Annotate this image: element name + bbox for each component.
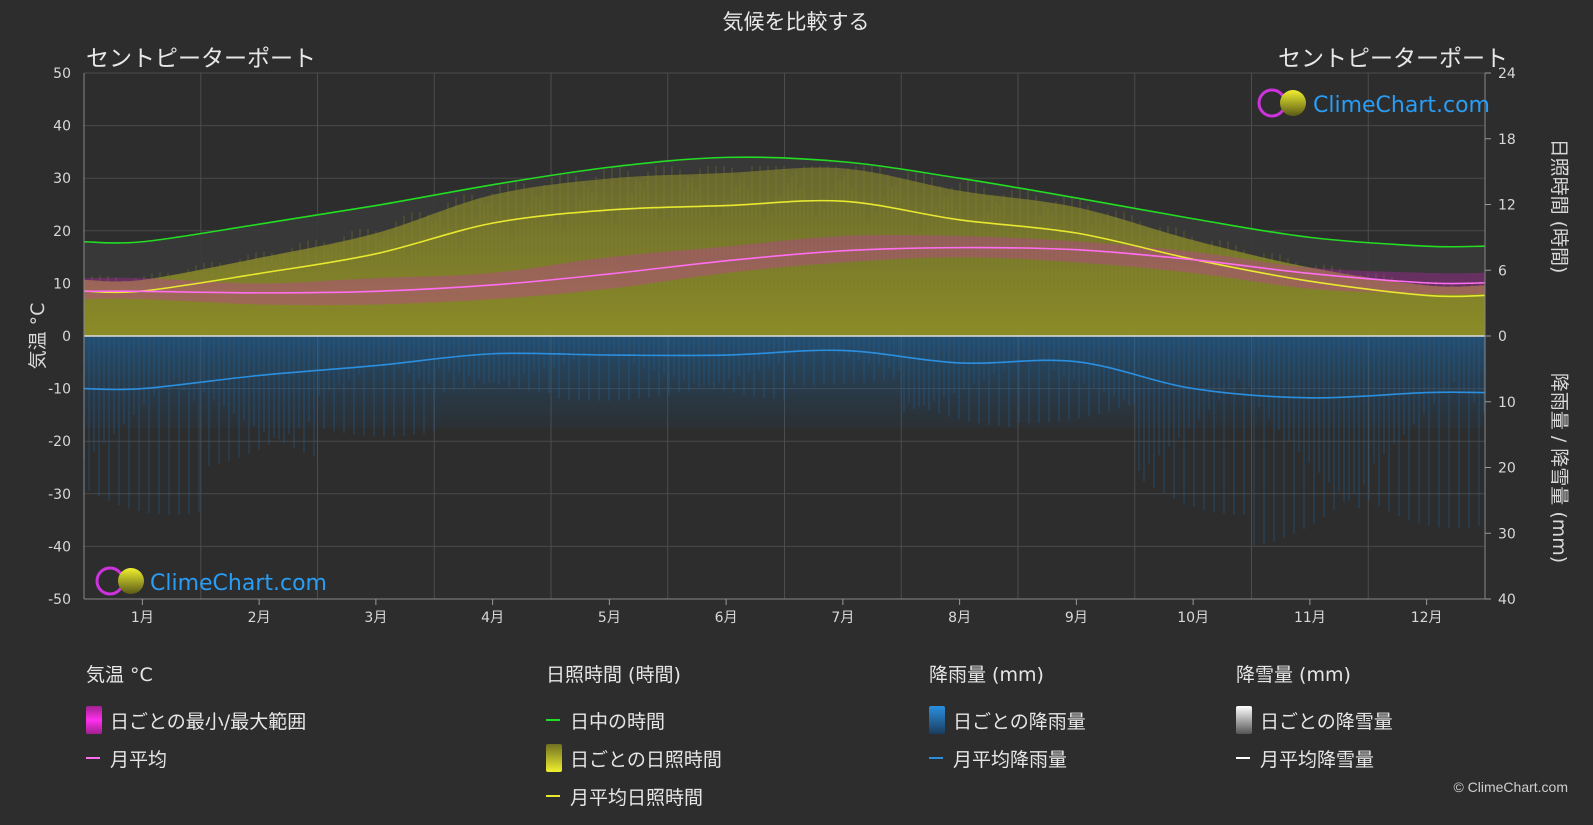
y-left-tick-label: -40 [48,539,71,555]
y-left-tick-label: -20 [48,434,71,450]
legend-label: 月平均降雪量 [1260,748,1375,771]
legend-swatch [546,744,562,772]
x-tick-label: 7月 [831,610,854,626]
legend-sun-header: 日照時間 (時間) [546,664,681,686]
x-tick-label: 9月 [1065,610,1088,626]
legend-swatch [86,706,102,734]
legend-item: 月平均降雪量 [1236,739,1393,777]
location-right: セントピーターポート [1278,46,1508,72]
temp-range-band [84,235,1485,306]
y-axis-left-label: 気温 °C [27,303,49,370]
x-tick-label: 12月 [1411,610,1443,626]
legend-swatch [929,757,943,759]
y-left-tick-label: -50 [48,592,71,608]
chart-title: 気候を比較する [723,10,870,34]
legend-label: 日ごとの最小/最大範囲 [110,710,307,733]
legend-swatch [1236,757,1250,759]
watermark-bottom: ClimeChart.com [95,566,327,596]
y-left-tick-label: 10 [53,276,71,292]
x-tick-label: 6月 [715,610,738,626]
legend-item: 日ごとの最小/最大範囲 [86,701,306,739]
legend-item: 日ごとの日照時間 [546,739,722,777]
daylight-line [83,156,1486,248]
location-left: セントピーターポート [86,46,316,72]
x-tick-label: 1月 [131,610,154,626]
x-tick-label: 2月 [248,610,271,626]
rain-mean-line [83,349,1486,399]
legend-label-prefix: 日 [570,748,590,771]
y-axis-right-top-label: 日照時間 (時間) [1548,139,1570,274]
legend-item: 月平均 [86,739,306,777]
y-left-tick-label: 40 [53,119,71,135]
legend-item: 日中の時間 [546,701,722,739]
legend-item: 月平均日照時間 [546,777,722,815]
x-tick-label: 10月 [1177,610,1209,626]
y-right-bottom-tick-label: 20 [1498,461,1516,477]
x-tick-label: 11月 [1294,610,1326,626]
legend-rain: 降雨量 (mm) 日ごとの降雨量 月平均降雨量 [929,660,1086,777]
legend-temperature: 気温 °C 日ごとの最小/最大範囲 月平均 [86,660,306,777]
legend-swatch [546,719,560,721]
legend-label: 月平均降雨量 [953,748,1068,771]
logo-sun-icon [1280,90,1306,116]
y-left-tick-label: 30 [53,171,71,187]
legend-item: 日ごとの降雨量 [929,701,1086,739]
y-left-tick-label: 50 [53,66,71,82]
watermark-top: ClimeChart.com [1257,88,1490,118]
y-right-bottom-tick-label: 30 [1498,526,1516,542]
legend-label: ごとの日照時間 [589,748,722,771]
legend-label: 日中の時間 [570,710,666,733]
legend-label: 日ごとの降雨量 [953,710,1086,733]
y-left-tick-label: 20 [53,224,71,240]
y-right-top-tick-label: 18 [1498,132,1516,148]
legend-label: 日ごとの降雪量 [1260,710,1393,733]
y-right-top-tick-label: 24 [1498,66,1516,82]
legend-snow-header: 降雪量 (mm) [1236,664,1351,686]
legend-label: 月平均 [110,748,168,771]
y-left-tick-label: -10 [48,382,71,398]
x-tick-label: 4月 [481,610,504,626]
daily-sunshine-area [84,167,1485,336]
legend-swatch [929,706,945,734]
y-right-bottom-tick-label: 10 [1498,395,1516,411]
y-left-tick-label: -30 [48,487,71,503]
watermark-bottom-text: ClimeChart.com [150,571,327,596]
legend-swatch [86,757,100,759]
y-left-tick-label: 0 [62,329,71,345]
plot-area: 50 40 30 20 10 0 -10 -20 -30 -40 -50 24 18 12 6 0 10 20 30… [48,66,1516,626]
x-tick-label: 5月 [598,610,621,626]
y-right-top-tick-label: 6 [1498,263,1507,279]
y-right-bottom-tick-label: 40 [1498,592,1516,608]
x-tick-label: 8月 [948,610,971,626]
temp-mean-line [83,246,1486,294]
copyright: © ClimeChart.com [1453,779,1568,795]
y-right-top-tick-label: 0 [1498,329,1507,345]
y-right-top-tick-label: 12 [1498,198,1516,214]
legend-item: 日ごとの降雪量 [1236,701,1393,739]
x-tick-label: 3月 [364,610,387,626]
y-axis-right-bottom-label: 降雨量 / 降雪量 (mm) [1548,373,1570,563]
legend-snow: 降雪量 (mm) 日ごとの降雪量 月平均降雪量 [1236,660,1393,777]
legend-swatch [1236,706,1252,734]
watermark-top-text: ClimeChart.com [1313,93,1490,118]
legend-temp-header: 気温 °C [86,664,153,686]
legend-item: 月平均降雨量 [929,739,1086,777]
logo-sun-icon [118,568,144,594]
legend-sunshine: 日照時間 (時間) 日中の時間 日ごとの日照時間 月平均日照時間 [546,660,722,815]
legend-swatch [546,795,560,797]
legend-rain-header: 降雨量 (mm) [929,664,1044,686]
legend-label: 月平均日照時間 [570,786,704,809]
sunshine-line [83,199,1486,298]
